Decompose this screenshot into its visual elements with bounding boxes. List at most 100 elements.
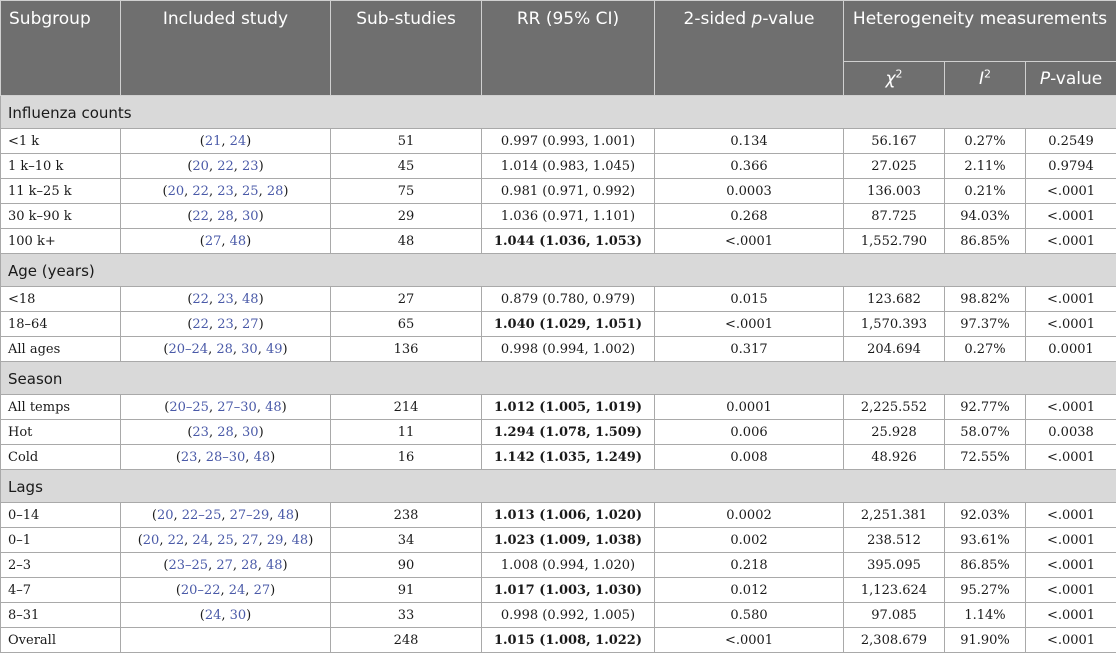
p-value-cell: <.0001 (655, 229, 844, 254)
sub-studies-value: 45 (398, 159, 415, 174)
rr-value: 1.023 (494, 533, 535, 548)
sub-studies-cell: 29 (331, 204, 482, 229)
heterogeneity-p-cell: <.0001 (1026, 204, 1116, 229)
rr-ci: (0.971, 1.101) (542, 209, 635, 224)
subgroup-label: All temps (8, 400, 70, 415)
subgroup-cell: 4–7 (1, 578, 121, 603)
rr-cell: 0.981 (0.971, 0.992) (482, 179, 655, 204)
included-study-cell: (21, 24) (121, 129, 331, 154)
heterogeneity-p-value: 0.2549 (1048, 134, 1094, 149)
reference-link: 48 (242, 292, 259, 307)
reference-link: 23 (217, 317, 234, 332)
subgroup-label: 8–31 (8, 608, 39, 623)
sub-studies-value: 33 (398, 608, 415, 623)
subgroup-cell: 18–64 (1, 312, 121, 337)
i-squared-cell: 92.77% (945, 395, 1026, 420)
p-value-cell: 0.0001 (655, 395, 844, 420)
heterogeneity-p-value: <.0001 (1047, 184, 1095, 199)
sub-studies-value: 11 (398, 425, 415, 440)
subgroup-cell: 8–31 (1, 603, 121, 628)
rr-ci: (1.078, 1.509) (539, 425, 642, 440)
sub-studies-cell: 136 (331, 337, 482, 362)
rr-ci: (1.009, 1.038) (539, 533, 642, 548)
rr-cell: 1.294 (1.078, 1.509) (482, 420, 655, 445)
i-squared-value: 1.14% (964, 608, 1005, 623)
reference-link: 25 (242, 184, 259, 199)
subgroup-label: 1 k–10 k (8, 159, 63, 174)
rr-cell: 1.014 (0.983, 1.045) (482, 154, 655, 179)
p-value: <.0001 (725, 234, 773, 249)
reference-link: 20–25 (169, 400, 209, 415)
subgroup-label: 30 k–90 k (8, 209, 72, 224)
sub-studies-cell: 27 (331, 287, 482, 312)
heterogeneity-p-cell: <.0001 (1026, 528, 1116, 553)
sub-studies-value: 248 (394, 633, 419, 648)
reference-link: 48 (277, 508, 294, 523)
included-study-cell: (22, 28, 30) (121, 204, 331, 229)
sub-studies-value: 27 (398, 292, 415, 307)
sub-studies-cell: 51 (331, 129, 482, 154)
rr-value: 1.040 (494, 317, 535, 332)
chi-squared-cell: 1,570.393 (844, 312, 945, 337)
rr-value: 1.015 (494, 633, 535, 648)
reference-link: 20–22 (181, 583, 221, 598)
rr-ci: (0.971, 0.992) (542, 184, 635, 199)
p-value-cell: 0.0002 (655, 503, 844, 528)
rr-ci: (0.994, 1.002) (542, 342, 635, 357)
reference-link: 30 (242, 209, 259, 224)
reference-link: 49 (266, 342, 283, 357)
p-value-cell: 0.002 (655, 528, 844, 553)
rr-value: 0.998 (501, 608, 538, 623)
rr-cell: 1.017 (1.003, 1.030) (482, 578, 655, 603)
chi-squared-value: 27.025 (871, 159, 917, 174)
subgroup-label: Cold (8, 450, 38, 465)
included-study-cell: (27, 48) (121, 229, 331, 254)
i-squared-value: 95.27% (960, 583, 1010, 598)
group-header-row: Lags (1, 470, 1116, 503)
rr-value: 0.997 (501, 134, 538, 149)
i-squared-value: 92.77% (960, 400, 1010, 415)
subgroup-label: 0–14 (8, 508, 39, 523)
i-squared-cell: 93.61% (945, 528, 1026, 553)
subgroup-cell: <18 (1, 287, 121, 312)
header-subgroup: Subgroup (1, 1, 121, 96)
heterogeneity-p-cell: <.0001 (1026, 578, 1116, 603)
chi-squared-cell: 27.025 (844, 154, 945, 179)
chi-squared-value: 123.682 (867, 292, 921, 307)
reference-link: 23 (217, 184, 234, 199)
i-squared-cell: 0.27% (945, 337, 1026, 362)
p-value: <.0001 (725, 317, 773, 332)
rr-ci: (0.993, 1.001) (542, 134, 635, 149)
chi-squared-value: 48.926 (871, 450, 917, 465)
subgroup-label: 4–7 (8, 583, 31, 598)
rr-value: 1.013 (494, 508, 535, 523)
rr-value: 1.294 (494, 425, 535, 440)
i-squared-cell: 2.11% (945, 154, 1026, 179)
chi-squared-value: 204.694 (867, 342, 921, 357)
chi-squared-cell: 2,225.552 (844, 395, 945, 420)
included-study-cell: (24, 30) (121, 603, 331, 628)
chi-squared-value: 395.095 (867, 558, 921, 573)
reference-link: 28 (267, 184, 284, 199)
reference-link: 24 (205, 608, 222, 623)
rr-ci: (1.035, 1.249) (539, 450, 642, 465)
i-squared-value: 72.55% (960, 450, 1010, 465)
chi-squared-value: 56.167 (871, 134, 917, 149)
chi-squared-value: 2,251.381 (861, 508, 927, 523)
heterogeneity-p-cell: <.0001 (1026, 628, 1116, 653)
p-value: 0.218 (730, 558, 767, 573)
subgroup-label: All ages (8, 342, 60, 357)
group-title: Influenza counts (1, 96, 1116, 129)
i-squared-cell: 58.07% (945, 420, 1026, 445)
rr-cell: 1.008 (0.994, 1.020) (482, 553, 655, 578)
included-study-cell: (20, 22–25, 27–29, 48) (121, 503, 331, 528)
subgroup-label: Hot (8, 425, 32, 440)
subgroup-cell: 11 k–25 k (1, 179, 121, 204)
